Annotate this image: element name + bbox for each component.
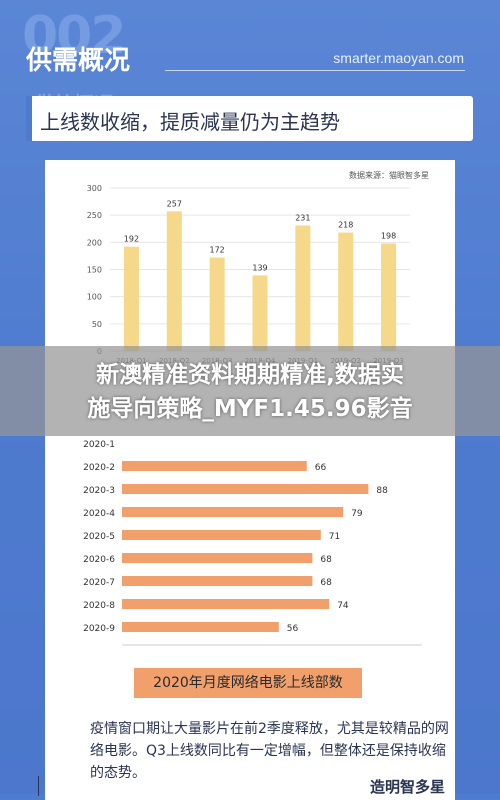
category-label: 2020-6 [83, 555, 115, 565]
monthly-chart-title: 2020年月度网络电影上线部数 [134, 668, 362, 698]
bar [295, 225, 311, 351]
bar-value-label: 88 [376, 486, 388, 496]
bar [381, 243, 397, 351]
bar [122, 622, 279, 632]
bar-value-label: 79 [351, 509, 363, 519]
y-tick-label: 250 [87, 211, 102, 220]
bar-value-label: 231 [295, 213, 310, 222]
data-source-label: 数据来源：猫眼智多星 [349, 171, 429, 180]
category-label: 2020-7 [83, 578, 115, 588]
category-label: 2020-2 [83, 463, 115, 473]
bar [122, 507, 344, 517]
bar-value-label: 192 [124, 235, 139, 244]
bar-value-label: 74 [337, 601, 349, 611]
section-title-accent [26, 96, 32, 141]
overlay-banner-text: 新澳精准资料期期精准,数据实 施导向策略_MYF1.45.96影音 [0, 358, 500, 426]
bar [166, 211, 182, 351]
edge-decoration [38, 776, 39, 796]
section-title: 上线数收缩，提质减量仍为主趋势 [40, 110, 340, 134]
caption-text: 疫情窗口期让大量影片在前2季度释放，尤其是较精品的网络电影。Q3上线数同比有一定… [90, 721, 449, 781]
bar [122, 599, 330, 609]
bar-value-label: 139 [252, 263, 267, 272]
bar-value-label: 172 [210, 246, 225, 255]
site-url: smarter.maoyan.com [333, 50, 464, 66]
bar-value-label: 56 [287, 624, 299, 634]
section-number: 002 [22, 6, 127, 66]
overlay-line-2: 施导向策略_MYF1.45.96影音 [87, 396, 413, 422]
bottom-ghost-text: 造明智多星 [370, 778, 446, 796]
bar [209, 257, 225, 351]
y-tick-label: 300 [87, 184, 102, 193]
overlay-line-1: 新澳精准资料期期精准,数据实 [96, 362, 404, 388]
y-tick-label: 100 [87, 293, 102, 302]
category-label: 2020-4 [83, 509, 115, 519]
category-label: 2020-3 [83, 486, 115, 496]
overlay-banner [0, 346, 500, 436]
bar [122, 484, 369, 494]
bar-value-label: 198 [381, 231, 396, 240]
bar [338, 232, 354, 351]
category-label: 2020-5 [83, 532, 115, 542]
y-tick-label: 50 [92, 320, 102, 329]
category-label: 2020-1 [83, 440, 115, 450]
bar [252, 275, 268, 351]
header-divider [165, 70, 465, 71]
bar-value-label: 257 [167, 199, 182, 208]
page-title: 供需概况 [26, 46, 131, 76]
y-tick-label: 150 [87, 266, 102, 275]
bar-value-label: 68 [320, 555, 332, 565]
bar [122, 576, 313, 586]
y-tick-label: 200 [87, 238, 102, 247]
bar [123, 246, 139, 351]
bar [122, 553, 313, 563]
bar [122, 461, 307, 471]
section-title-panel [26, 96, 473, 141]
bar [122, 530, 321, 540]
bar-value-label: 68 [320, 578, 332, 588]
bar-value-label: 66 [315, 463, 327, 473]
bar-value-label: 71 [329, 532, 340, 542]
category-label: 2020-8 [83, 601, 115, 611]
bar-value-label: 218 [338, 221, 353, 230]
category-label: 2020-9 [83, 624, 115, 634]
